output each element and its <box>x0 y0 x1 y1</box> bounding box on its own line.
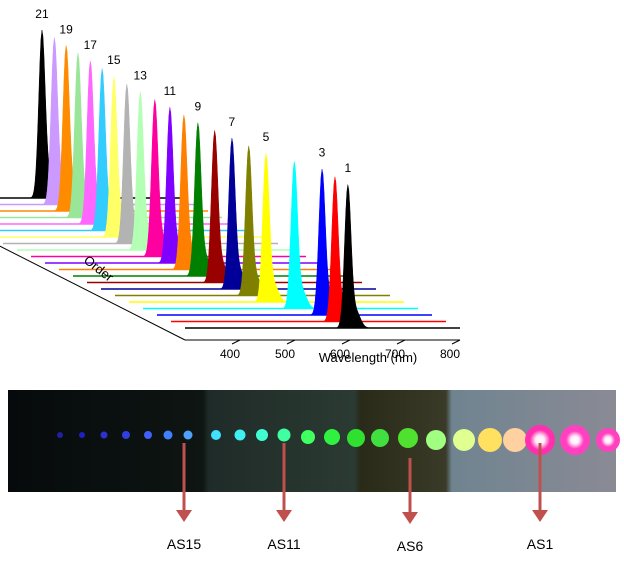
order-label: 13 <box>134 69 148 83</box>
order-label: 17 <box>84 38 98 52</box>
x-axis-label: Wavelength (nm) <box>319 350 418 365</box>
beam-spots <box>57 425 620 455</box>
order-label: 5 <box>263 130 270 144</box>
order-label: 3 <box>319 146 326 160</box>
x-tick-label: 500 <box>275 347 295 361</box>
photo-label: AS11 <box>267 536 300 552</box>
spectrum <box>307 184 388 329</box>
x-tick <box>341 339 351 345</box>
x-tick <box>451 339 461 345</box>
order-label: 1 <box>344 161 351 175</box>
order-label: 7 <box>229 115 236 129</box>
x-tick <box>231 339 241 345</box>
order-label: 21 <box>35 7 49 21</box>
order-label: 19 <box>59 22 73 36</box>
waterfall-plot: 21 19 17 15 13 11 9 7 5 3 1 400 500 600 700 800 Waveleng… <box>0 7 460 365</box>
photo-label: AS6 <box>397 538 424 554</box>
photo-panel: AS15 AS11 AS6 AS1 <box>8 390 620 554</box>
order-axis <box>0 245 186 341</box>
x-tick-label: 600 <box>330 347 350 361</box>
x-tick <box>286 339 296 345</box>
order-label: 15 <box>107 53 121 67</box>
x-tick-label: 700 <box>385 347 405 361</box>
spectrum <box>294 176 375 322</box>
order-label: 11 <box>164 84 177 98</box>
x-tick-label: 800 <box>440 347 460 361</box>
order-label: 9 <box>195 99 202 113</box>
photo-label: AS15 <box>167 536 201 552</box>
x-tick <box>396 339 406 345</box>
photo-label: AS1 <box>527 536 554 552</box>
arrows <box>176 443 548 524</box>
x-tick-label: 400 <box>220 347 240 361</box>
